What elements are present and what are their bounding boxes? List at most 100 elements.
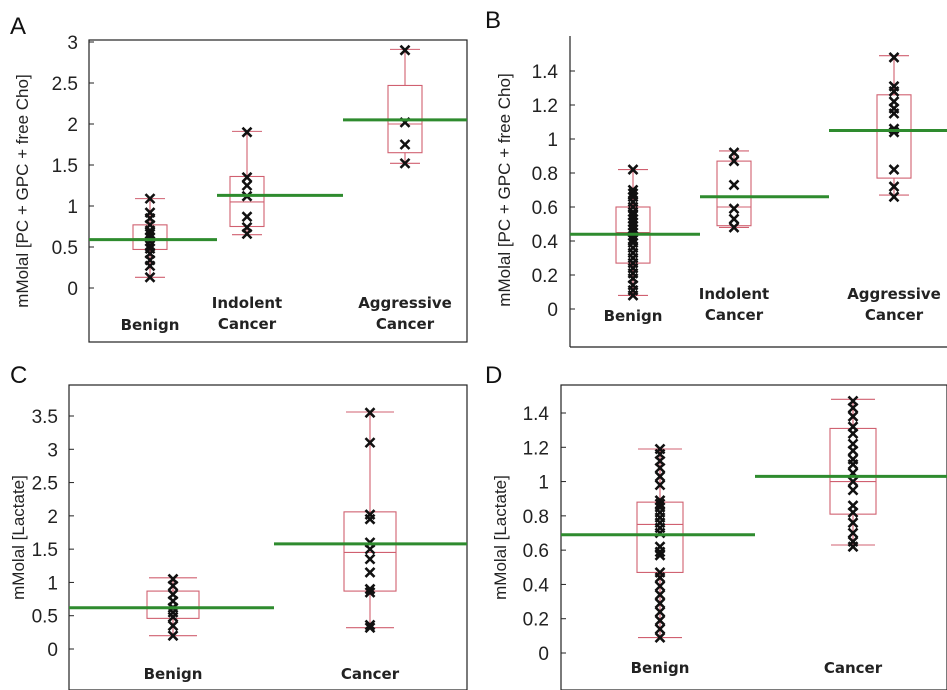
data-point	[728, 213, 740, 225]
category-label: Cancer	[865, 306, 924, 324]
y-tick-label: 0.6	[532, 198, 558, 219]
data-point	[847, 411, 859, 422]
y-tick-label: 0.8	[532, 164, 558, 185]
y-tick-label: 2	[47, 507, 58, 528]
data-point	[728, 203, 740, 215]
data-point-stroke	[654, 498, 666, 510]
data-point	[654, 632, 666, 643]
y-tick-label: 2.5	[32, 474, 58, 495]
category-label: Cancer	[376, 315, 435, 333]
plot-frame	[88, 39, 468, 343]
data-point	[167, 620, 179, 632]
data-point	[888, 191, 900, 203]
data-point-stroke	[654, 606, 666, 618]
data-point	[144, 207, 156, 218]
data-point	[364, 586, 376, 598]
data-point	[847, 438, 859, 450]
category-label: Indolent	[212, 294, 282, 312]
y-tick-label: 0	[538, 644, 549, 665]
data-point-stroke	[847, 517, 859, 529]
data-point	[364, 619, 376, 631]
data-point-stroke	[654, 567, 666, 578]
data-point	[144, 271, 156, 283]
data-point	[654, 623, 666, 635]
data-point	[627, 164, 639, 176]
data-point	[847, 421, 859, 433]
data-point-stroke	[728, 155, 740, 167]
data-point	[364, 583, 376, 595]
data-point-stroke	[888, 191, 900, 203]
data-point	[241, 221, 253, 233]
y-tick-label: 2	[67, 115, 78, 136]
data-point-stroke	[847, 453, 859, 465]
data-point-stroke	[364, 553, 376, 565]
y-tick-label: 3	[47, 440, 58, 461]
category-label: Benign	[631, 659, 690, 677]
data-point-stroke	[241, 221, 253, 233]
data-point-stroke	[654, 632, 666, 643]
data-point-stroke	[888, 80, 900, 92]
plot-frame	[560, 384, 947, 690]
category-label: Aggressive	[847, 285, 941, 303]
data-point	[654, 471, 666, 482]
data-point	[847, 527, 859, 539]
data-point	[364, 553, 376, 565]
data-point	[167, 573, 179, 585]
data-point	[627, 187, 639, 199]
category-label: Benign	[604, 307, 663, 325]
data-point	[241, 171, 253, 183]
data-point-stroke	[364, 583, 376, 595]
data-point-stroke	[728, 221, 740, 233]
y-tick-label: 3	[67, 33, 78, 54]
data-point-stroke	[144, 239, 156, 251]
category-label: Cancer	[705, 306, 764, 324]
panel-letter-B: B	[485, 7, 501, 34]
data-point-stroke	[847, 421, 859, 433]
data-point	[654, 479, 666, 491]
data-point-stroke	[144, 271, 156, 283]
y-tick-label: 0.8	[523, 507, 549, 528]
data-point-stroke	[241, 211, 253, 223]
y-tick-label: 0.4	[523, 575, 550, 596]
category-label: Benign	[144, 665, 203, 683]
data-point-stroke	[847, 484, 859, 496]
category-label: Benign	[121, 316, 180, 334]
y-tick-label: 0.5	[52, 238, 78, 259]
data-point-stroke	[728, 147, 740, 159]
panel-letter-D: D	[485, 362, 502, 389]
data-point	[847, 476, 859, 487]
data-point-stroke	[364, 437, 376, 449]
y-tick-label: 3.5	[32, 407, 58, 428]
data-point	[847, 536, 859, 547]
data-point-stroke	[654, 471, 666, 482]
plot-frame	[68, 384, 468, 690]
y-tick-label: 1	[538, 473, 549, 494]
data-point-stroke	[847, 500, 859, 511]
data-point-stroke	[888, 181, 900, 193]
panel-C: C 0 0.5 1 1.5 2 2.5 3 3.5 mMolal [Lactate] Benign…	[9, 362, 468, 690]
data-point	[888, 164, 900, 176]
panel-B: B 0 0.2 0.4 0.6 0.8 1 1.2 1.4 mMolal [PC + GPC +…	[485, 7, 947, 348]
data-point-stroke	[728, 179, 740, 191]
data-point-stroke	[847, 527, 859, 539]
y-tick-label: 2.5	[52, 74, 78, 95]
data-point	[399, 139, 411, 150]
data-point	[728, 147, 740, 159]
data-point-stroke	[241, 126, 253, 138]
data-point-stroke	[167, 588, 179, 600]
data-point-stroke	[364, 509, 376, 520]
y-axis-label: mMolal [Lactate]	[9, 475, 28, 600]
data-point-stroke	[847, 438, 859, 450]
data-point	[144, 228, 156, 240]
data-point	[364, 437, 376, 449]
data-point-stroke	[399, 44, 411, 56]
data-point	[888, 181, 900, 193]
data-point	[364, 622, 376, 634]
category-label: Cancer	[218, 315, 277, 333]
data-point-stroke	[399, 157, 411, 169]
data-point-stroke	[241, 171, 253, 183]
data-point-stroke	[167, 630, 179, 642]
data-point	[654, 498, 666, 510]
data-point-stroke	[654, 597, 666, 609]
data-point-stroke	[654, 541, 666, 553]
